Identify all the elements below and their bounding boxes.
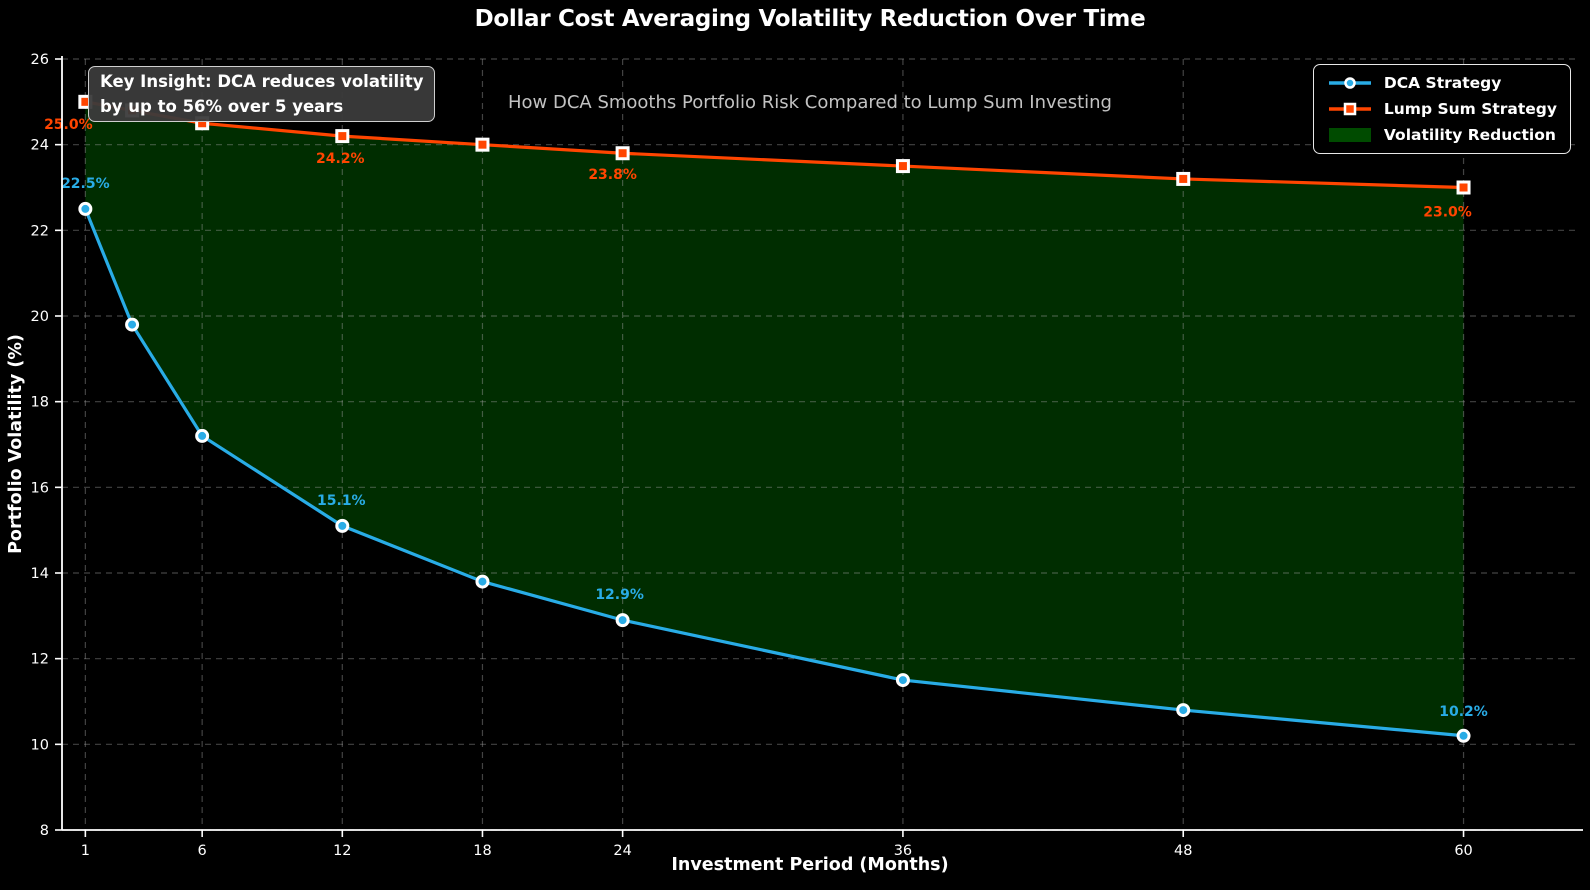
annotation-line-2: by up to 56% over 5 years xyxy=(100,97,344,116)
x-tick-label: 12 xyxy=(333,843,351,859)
y-tick-label: 18 xyxy=(31,395,49,411)
y-tick-label: 20 xyxy=(31,309,49,325)
y-axis-label: Portfolio Volatility (%) xyxy=(6,334,26,554)
point-label: 25.0% xyxy=(44,117,93,133)
point-label: 23.8% xyxy=(588,167,637,183)
point-label: 22.5% xyxy=(61,176,110,192)
lumpsum-point xyxy=(895,159,910,174)
dca-point xyxy=(1176,703,1191,718)
x-tick-label: 48 xyxy=(1174,843,1192,859)
legend-label-dca-strategy: DCA Strategy xyxy=(1383,74,1502,92)
y-tick-label: 14 xyxy=(31,566,49,582)
chart-title: Dollar Cost Averaging Volatility Reducti… xyxy=(474,6,1146,32)
y-tick-label: 16 xyxy=(31,480,49,496)
x-tick-label: 1 xyxy=(81,843,90,859)
legend-item-volatility-reduction: Volatility Reduction xyxy=(1327,123,1557,147)
legend-label-volatility-reduction: Volatility Reduction xyxy=(1383,126,1556,144)
x-tick-label: 24 xyxy=(613,843,631,859)
x-tick-label: 6 xyxy=(198,843,207,859)
dca-point xyxy=(195,428,210,443)
dca-point xyxy=(78,201,93,216)
legend: DCA Strategy Lump Sum Strategy Volatilit… xyxy=(1312,64,1571,154)
dca-line-circle-swatch-icon xyxy=(1327,74,1373,92)
dca-point xyxy=(1456,728,1471,743)
point-label: 24.2% xyxy=(316,151,365,167)
dca-point xyxy=(615,613,630,628)
volatility-reduction-area xyxy=(85,101,1464,736)
y-tick-label: 24 xyxy=(31,138,49,154)
lumpsum-point xyxy=(475,137,490,152)
x-axis-label: Investment Period (Months) xyxy=(671,855,949,875)
x-tick-label: 36 xyxy=(894,843,912,859)
lumpsum-point xyxy=(335,129,350,144)
point-label: 10.2% xyxy=(1439,704,1488,720)
annotation-line-1: Key Insight: DCA reduces volatility xyxy=(100,72,424,91)
x-tick-label: 60 xyxy=(1454,843,1472,859)
lumpsum-line-square-swatch-icon xyxy=(1327,100,1373,118)
dca-point xyxy=(475,574,490,589)
y-tick-label: 12 xyxy=(31,652,49,668)
chart-subtitle: How DCA Smooths Portfolio Risk Compared … xyxy=(507,92,1112,113)
x-tick-label: 18 xyxy=(473,843,491,859)
lumpsum-point xyxy=(615,146,630,161)
volatility-reduction-patch-swatch-icon xyxy=(1327,126,1373,144)
point-label: 12.9% xyxy=(595,587,644,603)
legend-label-lump-sum-strategy: Lump Sum Strategy xyxy=(1383,100,1557,118)
point-label: 23.0% xyxy=(1423,205,1472,221)
legend-item-dca-strategy: DCA Strategy xyxy=(1327,71,1557,95)
y-tick-label: 22 xyxy=(31,223,49,239)
y-tick-label: 26 xyxy=(31,52,49,68)
dca-point xyxy=(335,518,350,533)
dca-point xyxy=(895,673,910,688)
dca-point xyxy=(125,317,140,332)
lumpsum-point xyxy=(1176,171,1191,186)
point-label: 15.1% xyxy=(317,493,366,509)
y-tick-label: 8 xyxy=(40,823,49,839)
legend-item-lump-sum-strategy: Lump Sum Strategy xyxy=(1327,97,1557,121)
y-tick-label: 10 xyxy=(31,737,49,753)
lumpsum-point xyxy=(1456,180,1471,195)
key-insight-annotation: Key Insight: DCA reduces volatility by u… xyxy=(88,66,436,122)
